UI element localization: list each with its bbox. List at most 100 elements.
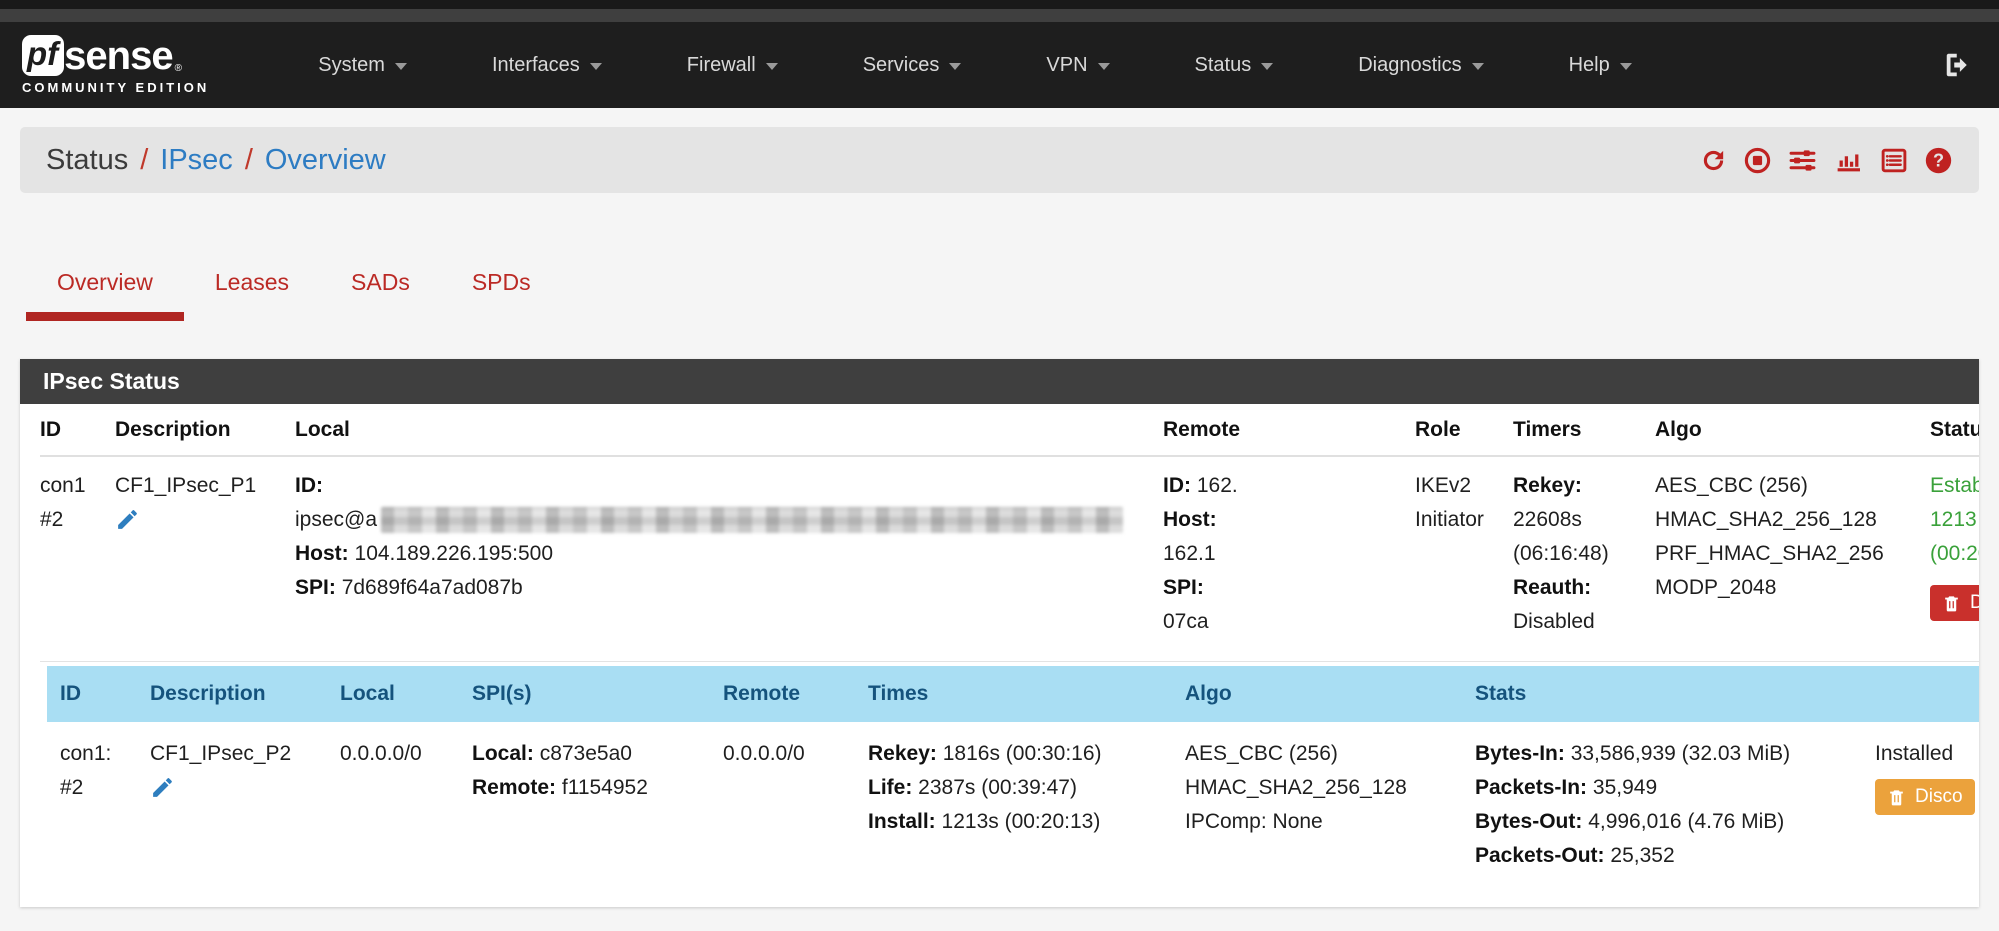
chevron-down-icon: [1097, 63, 1110, 70]
remote-host-label: Host:: [1163, 508, 1217, 531]
col-header-algo: Algo: [1655, 404, 1930, 457]
pfsense-logo[interactable]: pf sense ® COMMUNITY EDITION: [22, 35, 209, 95]
child-algo-ipcomp: IPComp: None: [1185, 810, 1323, 833]
remote-id-label: ID:: [1163, 474, 1191, 497]
nav-item-firewall[interactable]: Firewall: [644, 54, 820, 77]
nav-item-label: Services: [862, 53, 940, 76]
nav-item-label: System: [318, 53, 385, 76]
chevron-down-icon: [394, 63, 407, 70]
child-col-actions: [1875, 666, 1979, 722]
nav-item-services[interactable]: Services: [820, 54, 1004, 77]
rekey-seconds: 22608s: [1513, 508, 1582, 531]
local-host-value: 104.189.226.195:500: [354, 542, 554, 565]
ipsec-tabs: Overview Leases SADs SPDs: [26, 263, 1979, 321]
local-spi-value: 7d689f64a7ad087b: [341, 576, 523, 599]
nav-item-label: Interfaces: [491, 53, 580, 76]
log-list-icon[interactable]: [1879, 146, 1909, 175]
child-rekey-label: Rekey:: [868, 742, 937, 765]
breadcrumb-link-ipsec[interactable]: IPsec: [160, 143, 233, 176]
algo-enc: AES_CBC (256): [1655, 474, 1808, 497]
redacted-blur: [381, 507, 1124, 534]
tab-overview[interactable]: Overview: [26, 263, 184, 321]
disconnect-p1-button[interactable]: Dis: [1930, 585, 1979, 621]
tab-sads[interactable]: SADs: [351, 269, 410, 295]
nav-item-status[interactable]: Status: [1152, 54, 1316, 77]
child-col-description: Description: [150, 682, 266, 705]
remote-spi-value: 07ca: [1163, 610, 1209, 633]
cell-child-spis: Local: c873e5a0 Remote: f1154952: [472, 722, 723, 883]
child-state: Installed: [1875, 742, 1954, 765]
window-title-strip: [0, 9, 1999, 22]
logout-icon[interactable]: [1943, 50, 1973, 80]
role-type: Initiator: [1415, 508, 1484, 531]
local-id-value: ipsec@a: [295, 508, 378, 531]
col-header-id: ID: [40, 404, 115, 457]
bytes-out-label: Bytes-Out:: [1475, 810, 1583, 833]
algo-hmac: HMAC_SHA2_256_128: [1655, 508, 1877, 531]
disconnect-p2-button[interactable]: Disco: [1875, 779, 1975, 815]
tab-leases[interactable]: Leases: [214, 269, 290, 295]
child-col-local: Local: [340, 682, 395, 705]
logo-registered-mark: ®: [174, 63, 182, 74]
cell-child-description: CF1_IPsec_P2: [150, 722, 340, 883]
packets-out-value: 25,352: [1610, 844, 1675, 867]
col-header-timers: Timers: [1513, 404, 1655, 457]
redacted-white: [1218, 541, 1369, 568]
edit-pencil-icon[interactable]: [150, 775, 175, 811]
status-seconds: 1213 s: [1930, 508, 1979, 531]
child-col-remote: Remote: [723, 682, 801, 705]
cell-description: CF1_IPsec_P1: [115, 457, 295, 662]
sliders-icon[interactable]: [1787, 146, 1818, 175]
child-remote-net: 0.0.0.0/0: [723, 742, 805, 765]
nav-item-interfaces[interactable]: Interfaces: [449, 54, 644, 77]
breadcrumb-separator: /: [140, 143, 149, 176]
cell-remote: ID: 162. Host: 162.1 SPI: 07ca: [1163, 457, 1415, 662]
cell-child-local: 0.0.0.0/0: [340, 722, 472, 883]
nav-item-label: Firewall: [686, 53, 756, 76]
col-header-status: Status: [1930, 404, 1979, 457]
child-sa-header-row: ID Description Local SPI(s) Remote Times…: [47, 666, 1979, 722]
description-text: CF1_IPsec_P1: [115, 474, 257, 497]
cell-local: ID: ipsec@a Host: 104.189.226.195:500 SP…: [295, 457, 1163, 662]
local-id-label: ID:: [295, 474, 323, 497]
remote-id-value: 162.: [1196, 474, 1238, 497]
nav-item-diagnostics[interactable]: Diagnostics: [1315, 54, 1525, 77]
packets-in-value: 35,949: [1592, 776, 1658, 799]
cell-algo: AES_CBC (256) HMAC_SHA2_256_128 PRF_HMAC…: [1655, 457, 1930, 662]
child-life-label: Life:: [868, 776, 913, 799]
breadcrumb-link-overview[interactable]: Overview: [264, 143, 386, 176]
child-algo-hmac: HMAC_SHA2_256_128: [1185, 776, 1407, 799]
nav-item-system[interactable]: System: [275, 54, 449, 77]
ipsec-status-table: ID Description Local Remote Role Timers …: [20, 404, 1979, 662]
child-algo-enc: AES_CBC (256): [1185, 742, 1338, 765]
bytes-in-value: 33,586,939 (32.03 MiB): [1570, 742, 1791, 765]
reauth-label: Reauth:: [1513, 576, 1592, 599]
child-col-id: ID: [60, 682, 81, 705]
trash-icon: [1890, 789, 1903, 805]
logo-edition-text: COMMUNITY EDITION: [22, 80, 210, 95]
bar-chart-icon[interactable]: [1833, 146, 1864, 175]
chevron-down-icon: [765, 63, 778, 70]
nav-item-label: VPN: [1046, 53, 1088, 76]
nav-item-label: Help: [1568, 53, 1610, 76]
child-install-value: 1213s (00:20:13): [941, 810, 1101, 833]
child-col-stats: Stats: [1475, 682, 1527, 705]
breadcrumb-separator: /: [244, 143, 253, 176]
spi-local-value: c873e5a0: [539, 742, 632, 765]
local-spi-label: SPI:: [295, 576, 336, 599]
child-col-spis: SPI(s): [472, 682, 532, 705]
child-conn-id: con1:: [60, 742, 112, 765]
refresh-icon[interactable]: [1699, 146, 1728, 175]
help-icon[interactable]: ?: [1924, 146, 1953, 175]
nav-item-help[interactable]: Help: [1526, 54, 1674, 77]
conn-id: con1: [40, 474, 86, 497]
edit-pencil-icon[interactable]: [115, 507, 140, 543]
stop-icon[interactable]: [1743, 146, 1772, 175]
redacted-white: [1211, 609, 1362, 636]
nav-item-vpn[interactable]: VPN: [1003, 54, 1151, 77]
chevron-down-icon: [1261, 63, 1274, 70]
algo-dh: MODP_2048: [1655, 576, 1777, 599]
chevron-down-icon: [1471, 63, 1484, 70]
reauth-value: Disabled: [1513, 610, 1595, 633]
tab-spds[interactable]: SPDs: [471, 269, 531, 295]
